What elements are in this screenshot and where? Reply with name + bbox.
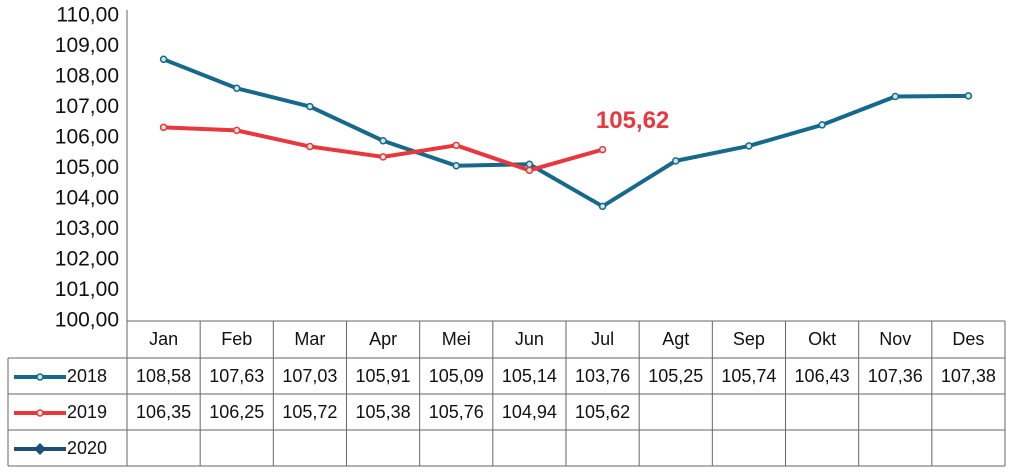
x-tick-label: Sep bbox=[733, 329, 765, 349]
table-value: 105,72 bbox=[282, 402, 337, 422]
x-tick-label: Jan bbox=[149, 329, 178, 349]
legend-label: 2020 bbox=[67, 438, 107, 458]
x-tick-label: Des bbox=[952, 329, 984, 349]
x-tick-label: Mar bbox=[294, 329, 325, 349]
legend-marker bbox=[36, 409, 44, 417]
marker bbox=[818, 121, 826, 129]
table-value: 106,43 bbox=[795, 366, 850, 386]
table-value: 105,25 bbox=[648, 366, 703, 386]
legend-label: 2018 bbox=[67, 366, 107, 386]
marker bbox=[525, 166, 534, 175]
table-value: 105,14 bbox=[502, 366, 557, 386]
table-value: 105,62 bbox=[575, 402, 630, 422]
x-tick-label: Jun bbox=[515, 329, 544, 349]
legend-marker bbox=[34, 443, 46, 455]
annotation: 105,62 bbox=[596, 107, 669, 134]
marker bbox=[306, 142, 314, 151]
marker bbox=[233, 126, 241, 135]
marker bbox=[379, 136, 387, 145]
marker bbox=[672, 157, 680, 165]
x-tick-label: Feb bbox=[221, 329, 252, 349]
marker bbox=[598, 145, 607, 154]
series-line bbox=[162, 57, 969, 209]
marker bbox=[598, 202, 607, 211]
table-value: 107,36 bbox=[868, 366, 923, 386]
y-tick-label: 107,00 bbox=[55, 95, 119, 118]
marker bbox=[233, 84, 241, 93]
table-value: 107,63 bbox=[209, 366, 264, 386]
table-value: 105,74 bbox=[721, 366, 776, 386]
x-tick-label: Nov bbox=[879, 329, 911, 349]
marker bbox=[891, 92, 899, 101]
table-value: 107,38 bbox=[941, 366, 996, 386]
x-tick-label: Mei bbox=[442, 329, 471, 349]
y-tick-label: 100,00 bbox=[55, 309, 119, 332]
marker bbox=[159, 123, 168, 132]
marker bbox=[452, 141, 460, 150]
table-value: 105,38 bbox=[356, 402, 411, 422]
table-value: 105,09 bbox=[429, 366, 484, 386]
y-tick-label: 106,00 bbox=[55, 126, 119, 149]
y-tick-label: 104,00 bbox=[55, 187, 119, 210]
y-tick-label: 101,00 bbox=[55, 278, 119, 301]
table-value: 106,25 bbox=[209, 402, 264, 422]
table-value: 104,94 bbox=[502, 402, 557, 422]
marker bbox=[379, 153, 387, 161]
table-value: 106,35 bbox=[136, 402, 191, 422]
legend-marker bbox=[36, 373, 44, 381]
y-tick-label: 105,00 bbox=[55, 156, 119, 179]
y-tick-label: 109,00 bbox=[55, 34, 119, 57]
marker bbox=[159, 55, 168, 64]
table-value: 105,76 bbox=[429, 402, 484, 422]
marker bbox=[452, 162, 460, 170]
legend-label: 2019 bbox=[67, 402, 107, 422]
y-tick-label: 108,00 bbox=[55, 65, 119, 88]
x-tick-label: Okt bbox=[808, 329, 836, 349]
x-tick-label: Jul bbox=[591, 329, 614, 349]
marker bbox=[525, 160, 534, 168]
table-value: 107,03 bbox=[282, 366, 337, 386]
series-line bbox=[163, 125, 604, 173]
table-value: 103,76 bbox=[575, 366, 630, 386]
x-tick-label: Agt bbox=[662, 329, 689, 349]
marker bbox=[745, 142, 753, 150]
y-tick-label: 110,00 bbox=[56, 4, 119, 27]
x-tick-label: Apr bbox=[369, 329, 397, 349]
marker bbox=[964, 92, 973, 100]
table-value: 105,91 bbox=[356, 366, 411, 386]
y-tick-label: 102,00 bbox=[55, 248, 119, 271]
marker bbox=[306, 102, 314, 111]
table-value: 108,58 bbox=[136, 366, 191, 386]
y-tick-label: 103,00 bbox=[55, 217, 119, 240]
